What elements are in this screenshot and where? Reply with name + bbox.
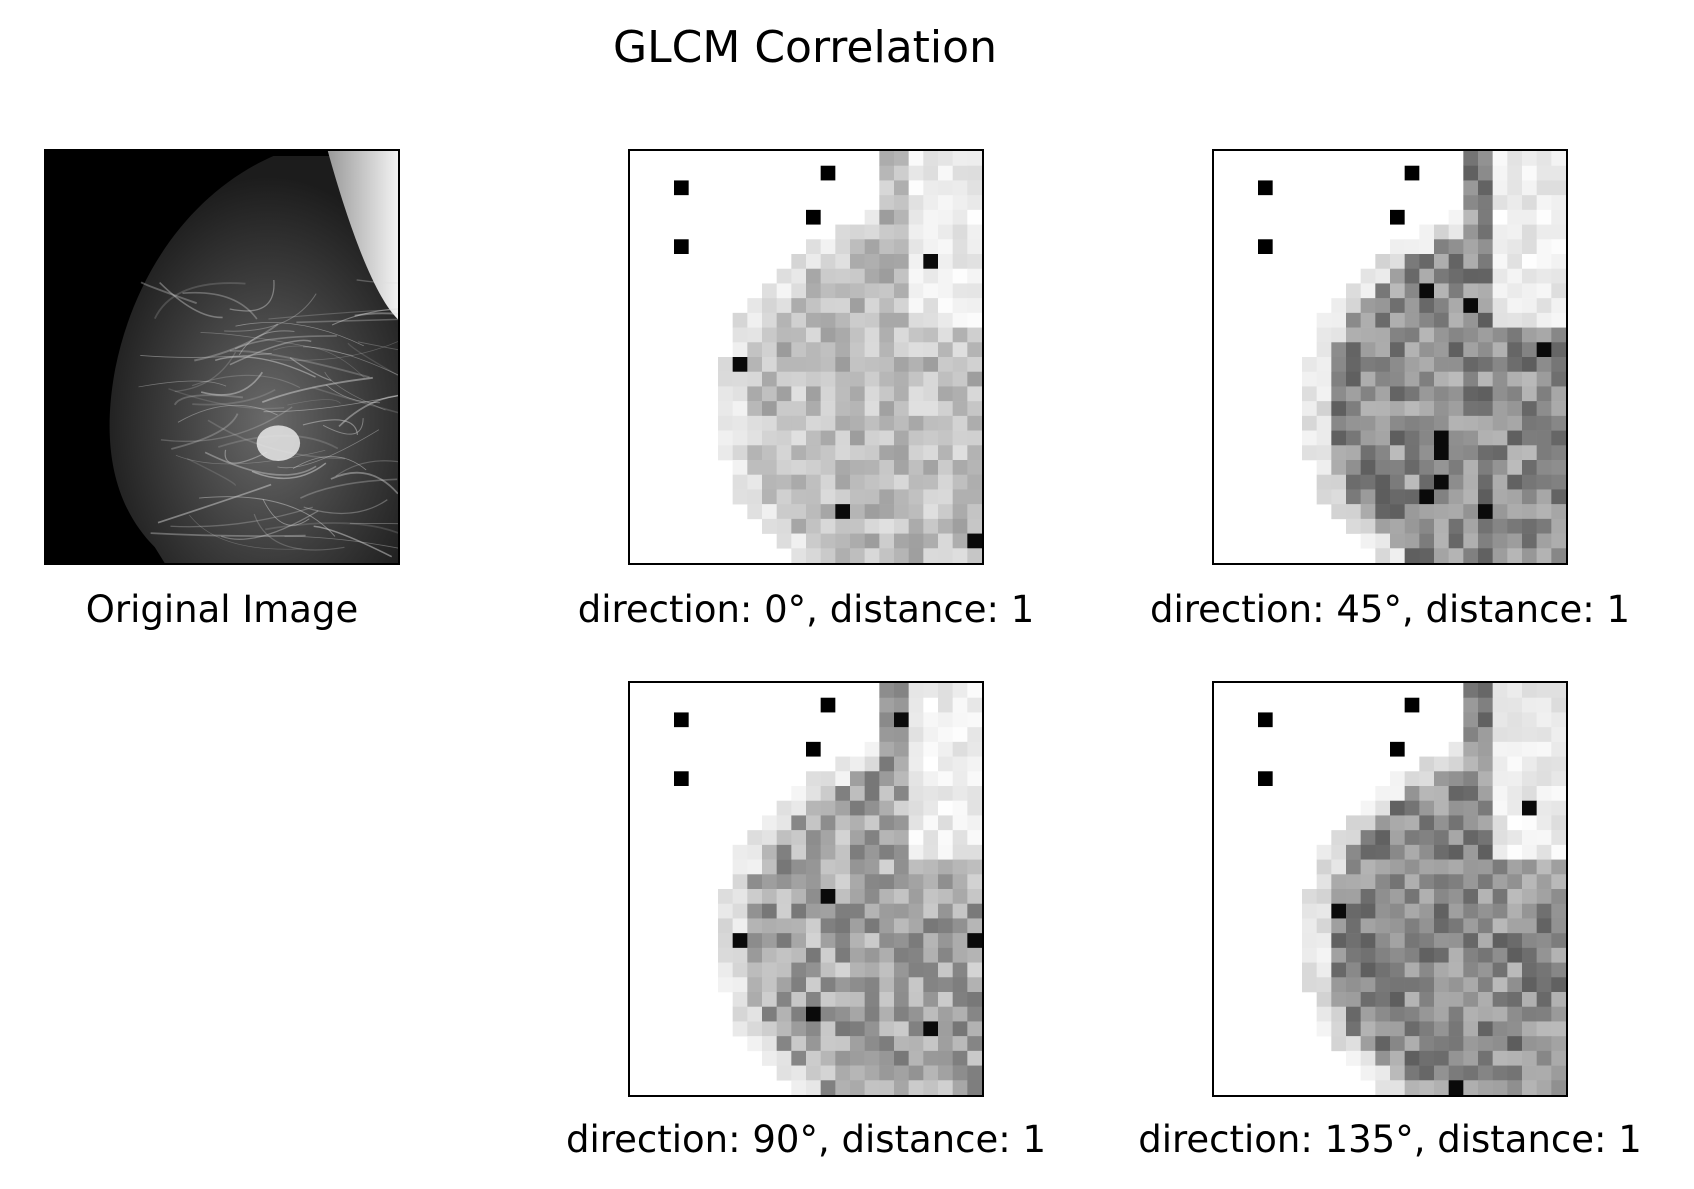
figure-title: GLCM Correlation <box>613 22 997 73</box>
original-image-panel <box>44 149 400 565</box>
glcm-caption-90deg: direction: 90°, distance: 1 <box>565 1118 1047 1161</box>
glcm-caption-45deg: direction: 45°, distance: 1 <box>1149 588 1631 631</box>
glcm-correlation-map-0deg <box>674 151 982 563</box>
glcm-caption-135deg: direction: 135°, distance: 1 <box>1138 1118 1642 1161</box>
original-image-caption: Original Image <box>85 588 359 631</box>
glcm-caption-0deg: direction: 0°, distance: 1 <box>577 588 1035 631</box>
glcm-correlation-map-45deg <box>1258 151 1566 563</box>
glcm-correlation-map-135deg <box>1258 683 1566 1095</box>
glcm-correlation-map-90deg <box>674 683 982 1095</box>
glcm-panel-45deg <box>1212 149 1568 565</box>
glcm-panel-0deg <box>628 149 984 565</box>
mammogram-image <box>46 151 398 563</box>
glcm-panel-135deg <box>1212 681 1568 1097</box>
glcm-panel-90deg <box>628 681 984 1097</box>
